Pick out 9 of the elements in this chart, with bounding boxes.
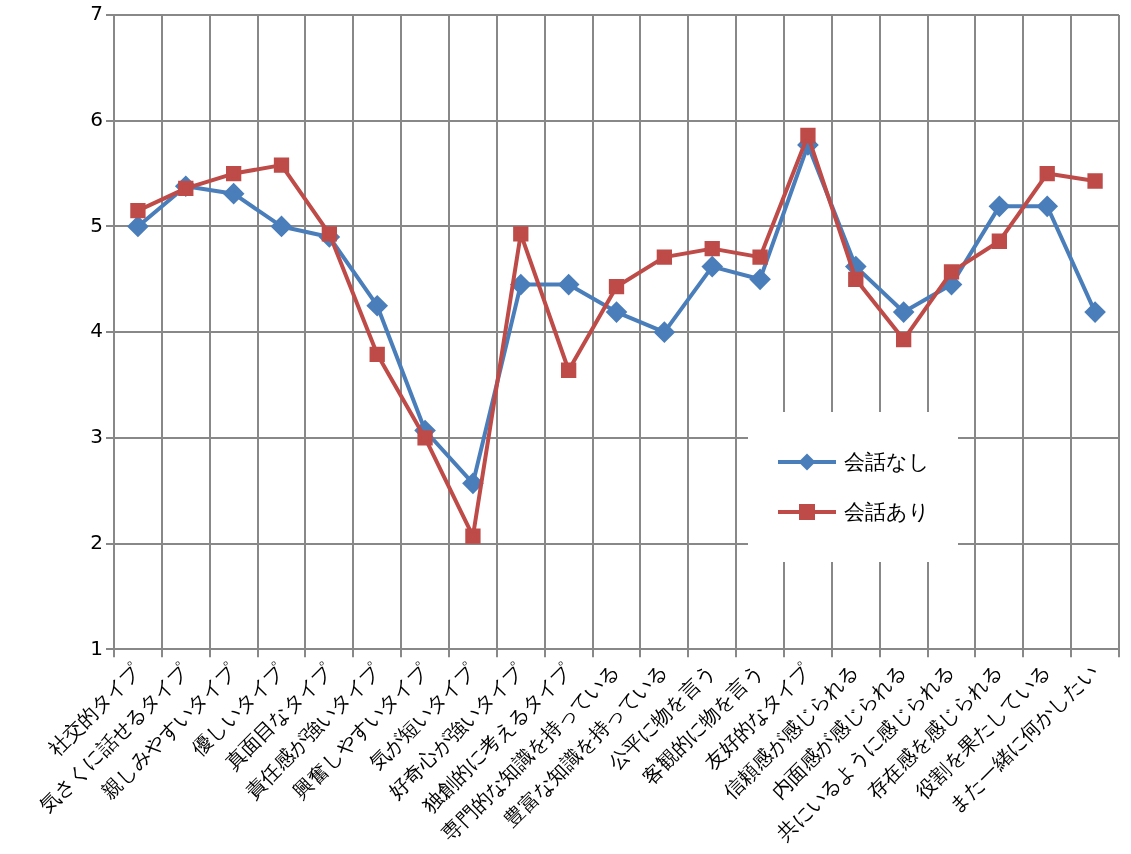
y-tick-label: 3 xyxy=(90,424,103,449)
y-tick-label: 6 xyxy=(90,106,103,131)
legend-label: 会話なし xyxy=(844,449,930,476)
y-tick-label: 7 xyxy=(90,1,103,26)
y-tick-label: 1 xyxy=(90,635,103,660)
y-tick-label: 5 xyxy=(90,212,103,237)
legend-label: 会話あり xyxy=(844,499,930,526)
y-tick-label: 2 xyxy=(90,529,103,554)
y-tick-label: 4 xyxy=(90,318,103,343)
